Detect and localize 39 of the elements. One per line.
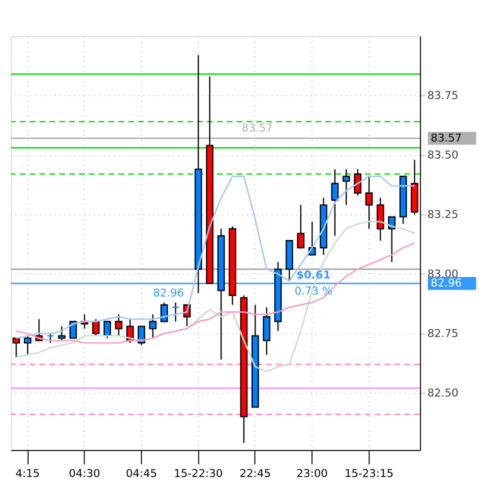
candlestick <box>172 302 180 322</box>
x-tick-label: 15-23:15 <box>344 467 394 480</box>
candlestick <box>365 176 373 230</box>
annotation: $0.61 <box>296 268 331 282</box>
y-tick-label: 83.50 <box>427 148 458 162</box>
y-tick-label: 82.75 <box>427 326 458 340</box>
candlestick <box>114 314 122 336</box>
y-tick-label: 83.75 <box>427 88 458 102</box>
annotation: 0.73 % <box>294 284 332 298</box>
annotation: 82.96 <box>153 286 184 300</box>
ref-line-label: 83.57 <box>430 131 462 144</box>
y-tick-label: 83.25 <box>427 208 458 221</box>
candlestick <box>297 204 304 248</box>
annotation: 83.57 <box>242 121 273 134</box>
candlestick <box>104 320 112 339</box>
candlestick <box>262 306 270 356</box>
candlestick <box>388 216 396 263</box>
candlestick <box>46 332 54 344</box>
x-tick-label: 23:00 <box>296 467 328 480</box>
candlestick <box>342 168 350 206</box>
candlestick <box>331 168 339 236</box>
y-tick-label: 82.50 <box>427 386 458 400</box>
line-series <box>16 242 416 344</box>
candlestick <box>12 338 20 358</box>
ref-line-label: 82.96 <box>430 276 462 290</box>
candlestick <box>354 168 362 196</box>
candlestick <box>376 197 384 242</box>
candlestick <box>24 335 32 356</box>
x-tick-label: 15-22:30 <box>174 467 223 480</box>
candlestick <box>58 326 66 342</box>
x-tick-label: 4:15 <box>15 467 40 480</box>
candlestick <box>160 302 168 322</box>
candlestick <box>138 326 146 346</box>
x-tick-label: 04:45 <box>126 467 158 480</box>
candlestick <box>92 318 100 336</box>
x-tick-label: 04:30 <box>68 467 100 480</box>
candlestick <box>149 314 157 339</box>
x-tick-label: 22:45 <box>240 467 271 480</box>
candlestick <box>69 320 77 339</box>
